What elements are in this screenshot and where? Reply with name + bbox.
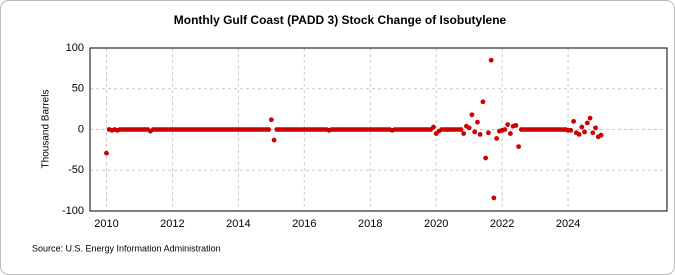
- data-point: [582, 129, 587, 135]
- data-point: [568, 127, 574, 133]
- data-point: [271, 137, 277, 143]
- data-point: [461, 131, 467, 136]
- y-tick-label: 100: [66, 42, 84, 54]
- data-point: [104, 150, 109, 156]
- data-point: [584, 120, 590, 126]
- chart-title: Monthly Gulf Coast (PADD 3) Stock Change…: [174, 13, 507, 27]
- data-point: [593, 125, 598, 131]
- data-point: [431, 124, 436, 130]
- x-tick-label: 2024: [556, 218, 580, 230]
- data-point: [502, 127, 508, 132]
- data-point: [483, 155, 489, 161]
- x-tick-label: 2022: [490, 218, 514, 230]
- data-point: [266, 127, 272, 132]
- x-tick-label: 2010: [94, 218, 118, 230]
- data-point: [587, 115, 593, 121]
- data-point: [576, 131, 582, 137]
- data-point: [466, 125, 472, 131]
- data-point: [458, 127, 464, 132]
- x-tick-label: 2016: [292, 218, 316, 230]
- y-tick-label: -100: [62, 205, 84, 217]
- data-point: [268, 117, 274, 123]
- data-point: [507, 131, 513, 136]
- x-tick-label: 2020: [424, 218, 448, 230]
- data-point: [598, 132, 604, 138]
- data-point: [472, 129, 478, 135]
- data-point: [469, 112, 475, 118]
- x-tick-label: 2014: [226, 218, 250, 230]
- y-tick-label: -50: [68, 164, 84, 176]
- data-point: [513, 123, 519, 128]
- data-point: [579, 124, 585, 130]
- x-tick-label: 2018: [358, 218, 382, 230]
- data-point: [516, 144, 522, 150]
- data-point: [491, 195, 497, 201]
- data-point: [485, 130, 491, 136]
- data-point: [571, 118, 576, 124]
- x-tick-label: 2012: [160, 218, 184, 230]
- data-point: [475, 119, 480, 125]
- data-point: [590, 130, 596, 136]
- data-point: [505, 122, 511, 128]
- data-point: [494, 136, 500, 141]
- data-point: [488, 57, 494, 63]
- y-axis-label: Thousand Barrels: [41, 90, 52, 169]
- y-tick-label: 0: [78, 123, 84, 135]
- data-point: [477, 131, 483, 137]
- y-tick-label: 50: [72, 83, 84, 95]
- source-note: Source: U.S. Energy Information Administ…: [32, 243, 221, 253]
- plot-frame: [89, 47, 668, 212]
- data-point: [480, 99, 486, 105]
